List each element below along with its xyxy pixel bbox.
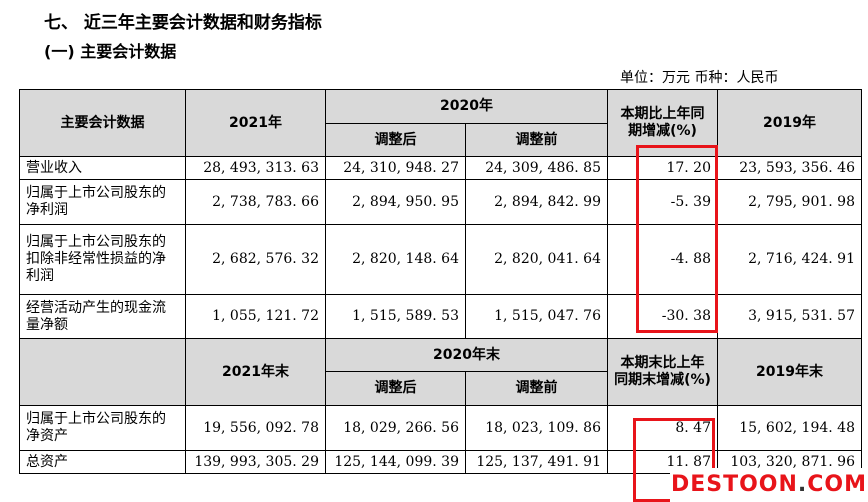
cell-2020-adjusted: 18, 029, 266. 56 bbox=[325, 405, 466, 451]
table1-header-row: 主要会计数据 2021年 2020年 本期比上年同期增减(%) 2019年 bbox=[19, 89, 862, 157]
cell-change: 11. 87 bbox=[607, 450, 718, 474]
watermark-tld: COM bbox=[807, 472, 868, 497]
cell-2020-adjusted: 125, 144, 099. 39 bbox=[325, 450, 466, 474]
cell-2020-pre: 2, 894, 842. 99 bbox=[465, 179, 608, 225]
table-row: 归属于上市公司股东的净资产 19, 556, 092. 78 18, 029, … bbox=[19, 405, 862, 451]
header-adjusted: 调整后 bbox=[325, 123, 466, 157]
row-label: 总资产 bbox=[19, 450, 186, 474]
header-2021: 2021年 bbox=[185, 89, 326, 157]
cell-2021: 2, 682, 576. 32 bbox=[185, 224, 326, 295]
section-title: 七、 近三年主要会计数据和财务指标 bbox=[44, 13, 322, 33]
header-2020-end-group: 2020年末 bbox=[325, 338, 608, 372]
header-2019-end: 2019年末 bbox=[717, 338, 862, 406]
cell-2020-pre: 24, 309, 486. 85 bbox=[465, 156, 608, 180]
row-label: 归属于上市公司股东的净资产 bbox=[19, 405, 186, 451]
header-end-change-pct: 本期末比上年同期末增减(%) bbox=[607, 338, 718, 406]
cell-2020-pre: 125, 137, 491. 91 bbox=[465, 450, 608, 474]
cell-2020-adjusted: 1, 515, 589. 53 bbox=[325, 294, 466, 339]
header-blank bbox=[19, 338, 186, 406]
unit-note: 单位：万元 币种：人民币 bbox=[620, 70, 779, 86]
cell-2021: 2, 738, 783. 66 bbox=[185, 179, 326, 225]
cell-2020-pre: 18, 023, 109. 86 bbox=[465, 405, 608, 451]
row-label: 经营活动产生的现金流量净额 bbox=[19, 294, 186, 339]
cell-change: -5. 39 bbox=[607, 179, 718, 225]
table-row: 归属于上市公司股东的净利润 2, 738, 783. 66 2, 894, 95… bbox=[19, 179, 862, 225]
cell-2021: 19, 556, 092. 78 bbox=[185, 405, 326, 451]
table-row: 归属于上市公司股东的扣除非经常性损益的净利润 2, 682, 576. 32 2… bbox=[19, 224, 862, 295]
cell-2019: 23, 593, 356. 46 bbox=[717, 156, 862, 180]
cell-2021: 1, 055, 121. 72 bbox=[185, 294, 326, 339]
table-row: 营业收入 28, 493, 313. 63 24, 310, 948. 27 2… bbox=[19, 156, 862, 180]
header-2019: 2019年 bbox=[717, 89, 862, 157]
header-pre-adjusted: 调整前 bbox=[465, 123, 608, 157]
cell-change: 8. 47 bbox=[607, 405, 718, 451]
accounting-data-table: 主要会计数据 2021年 2020年 本期比上年同期增减(%) 2019年 调整… bbox=[19, 89, 862, 474]
watermark-dot: . bbox=[797, 472, 808, 497]
row-label: 归属于上市公司股东的扣除非经常性损益的净利润 bbox=[19, 224, 186, 295]
row-label: 营业收入 bbox=[19, 156, 186, 180]
table-row: 总资产 139, 993, 305. 29 125, 144, 099. 39 … bbox=[19, 450, 862, 474]
cell-2021: 28, 493, 313. 63 bbox=[185, 156, 326, 180]
cell-2019: 15, 602, 194. 48 bbox=[717, 405, 862, 451]
cell-2019: 3, 915, 531. 57 bbox=[717, 294, 862, 339]
cell-2020-adjusted: 2, 894, 950. 95 bbox=[325, 179, 466, 225]
cell-2020-adjusted: 2, 820, 148. 64 bbox=[325, 224, 466, 295]
cell-2020-pre: 2, 820, 041. 64 bbox=[465, 224, 608, 295]
header-main-data: 主要会计数据 bbox=[19, 89, 186, 157]
section-subtitle: (一) 主要会计数据 bbox=[44, 42, 177, 61]
cell-2020-pre: 1, 515, 047. 76 bbox=[465, 294, 608, 339]
header-adjusted: 调整后 bbox=[325, 371, 466, 406]
watermark-logo: DESTOON.COM bbox=[670, 468, 868, 502]
watermark-text: DESTOON bbox=[670, 472, 798, 497]
highlight-box-change bbox=[636, 145, 718, 333]
cell-2021: 139, 993, 305. 29 bbox=[185, 450, 326, 474]
header-2020-group: 2020年 bbox=[325, 89, 608, 124]
table1-subheader-row: 调整后 调整前 bbox=[20, 123, 862, 157]
cell-2019: 2, 716, 424. 91 bbox=[717, 224, 862, 295]
cell-2020-adjusted: 24, 310, 948. 27 bbox=[325, 156, 466, 180]
cell-2019: 2, 795, 901. 98 bbox=[717, 179, 862, 225]
table2-header-row: 2021年末 2020年末 本期末比上年同期末增减(%) 2019年末 bbox=[19, 338, 862, 406]
row-label: 归属于上市公司股东的净利润 bbox=[19, 179, 186, 225]
cell-change: -4. 88 bbox=[607, 224, 718, 295]
table-row: 经营活动产生的现金流量净额 1, 055, 121. 72 1, 515, 58… bbox=[19, 294, 862, 339]
header-pre-adjusted: 调整前 bbox=[465, 371, 608, 406]
table2-subheader-row: 调整后 调整前 bbox=[20, 371, 862, 406]
header-2021-end: 2021年末 bbox=[185, 338, 326, 406]
